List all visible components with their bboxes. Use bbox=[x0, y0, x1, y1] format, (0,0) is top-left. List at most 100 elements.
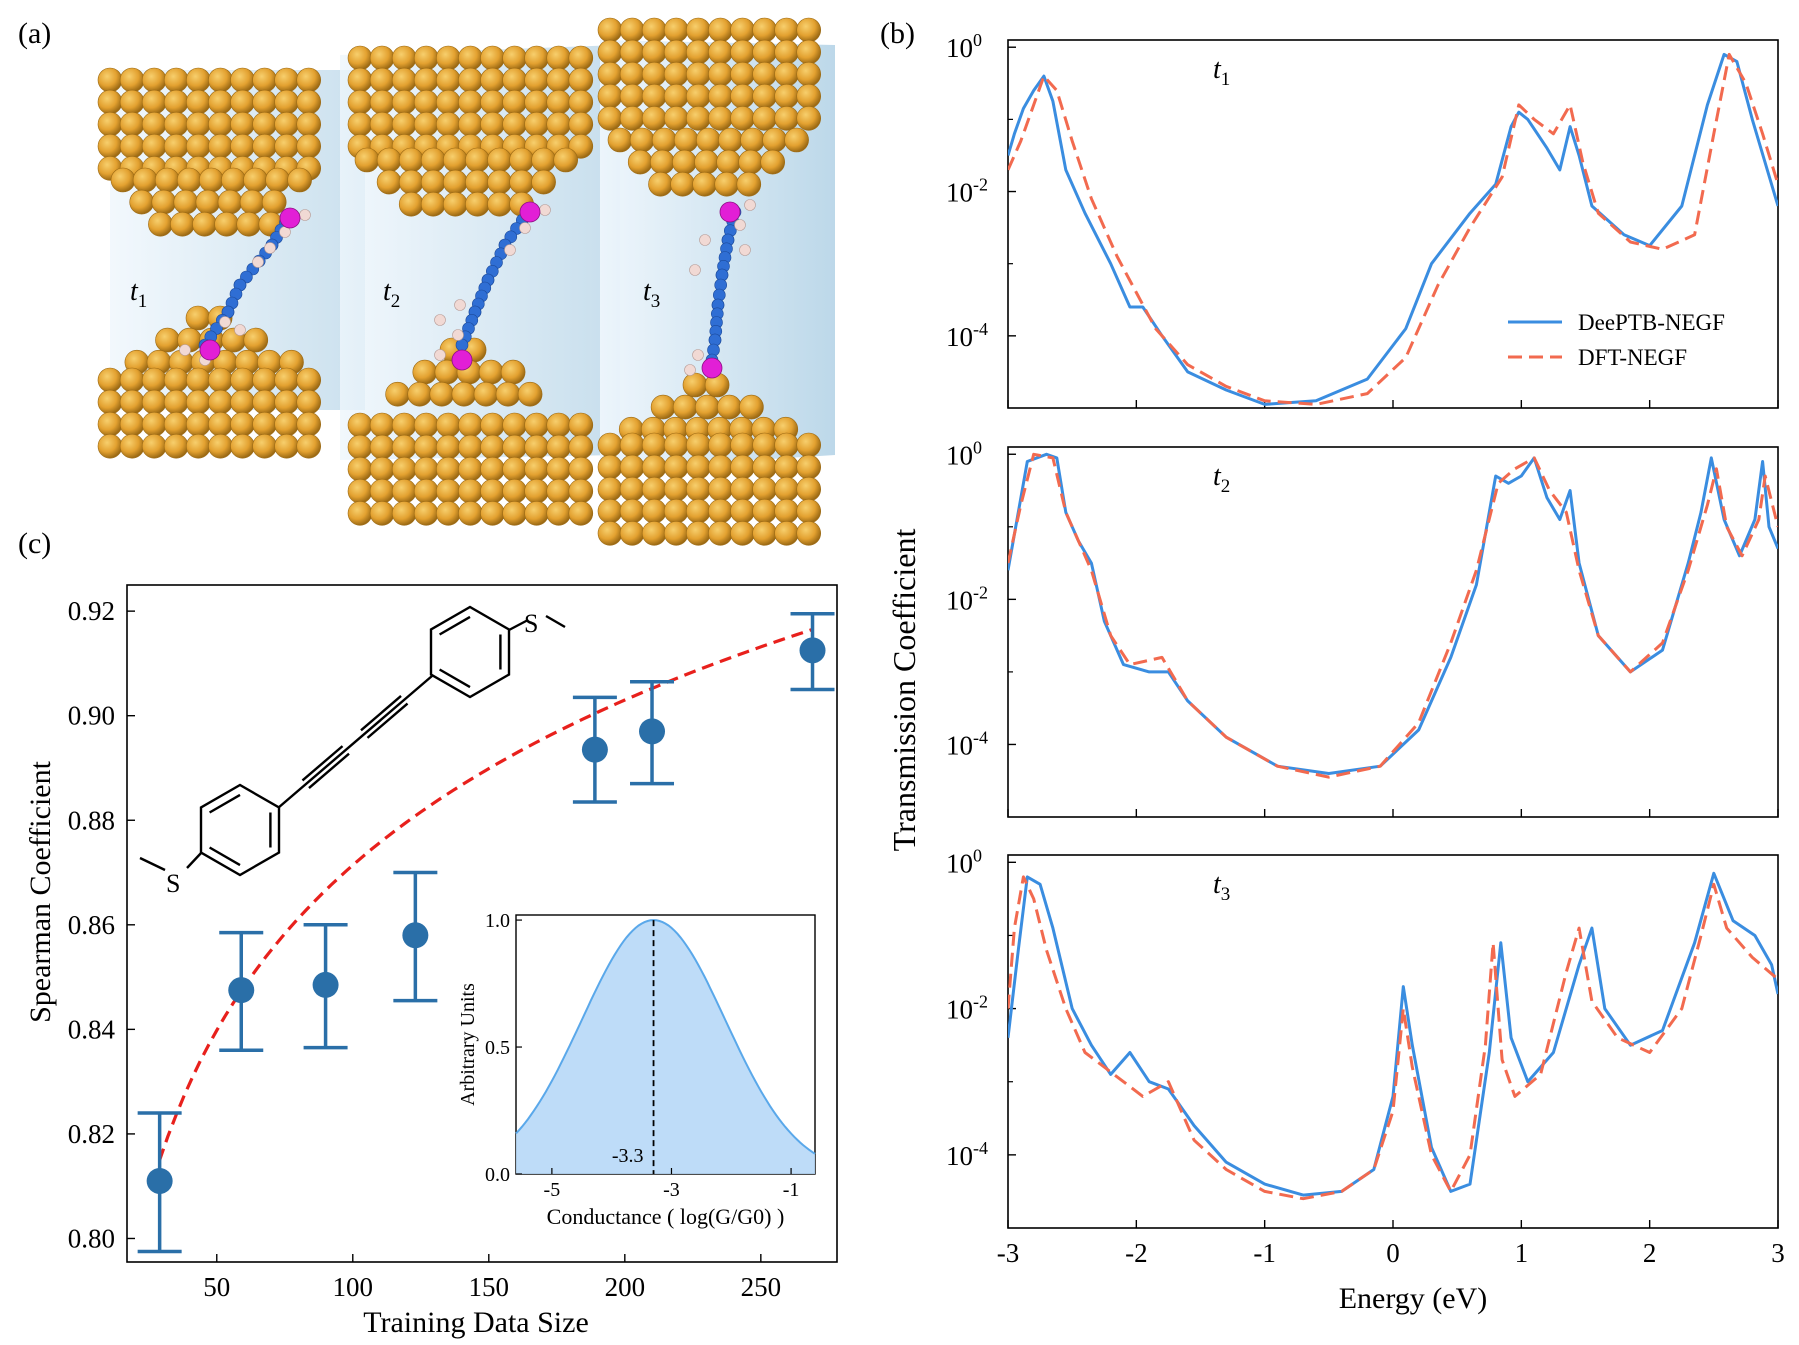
gold-tip bbox=[607, 127, 809, 197]
gold-atom bbox=[716, 149, 741, 175]
inset-x-label: Conductance ( log(G/G0) ) bbox=[547, 1204, 785, 1229]
x-tick-label: -2 bbox=[1125, 1238, 1148, 1268]
series-deeptb-negf bbox=[1008, 452, 1778, 775]
gold-atom bbox=[236, 211, 261, 237]
gold-atom bbox=[119, 367, 145, 393]
panel-b-label: (b) bbox=[880, 17, 915, 50]
gold-atom bbox=[641, 454, 667, 480]
y-tick-label: 0.92 bbox=[68, 596, 115, 626]
y-tick-label: 10-2 bbox=[946, 175, 988, 208]
panel-c-spearman: (c) Spearman Coefficient Training Data S… bbox=[18, 527, 838, 1339]
gold-atom bbox=[796, 39, 822, 65]
inset-y-label: Arbitrary Units bbox=[457, 983, 479, 1106]
gold-atom bbox=[685, 83, 711, 109]
gold-atom bbox=[163, 367, 189, 393]
gold-atom bbox=[296, 433, 322, 459]
gold-atom bbox=[347, 67, 373, 93]
gold-atom bbox=[524, 67, 549, 93]
gold-atom bbox=[239, 189, 265, 215]
gold-atom bbox=[752, 83, 777, 109]
gold-atom bbox=[546, 67, 572, 93]
gold-atom bbox=[265, 167, 290, 193]
gold-atom bbox=[369, 111, 395, 137]
gold-atom bbox=[597, 432, 623, 458]
gold-atom bbox=[627, 149, 653, 175]
plot-frame bbox=[126, 584, 838, 1263]
gold-atom bbox=[685, 17, 711, 43]
gold-atom bbox=[208, 111, 233, 137]
gold-atom bbox=[435, 434, 461, 460]
triple-bond-line bbox=[366, 702, 409, 739]
gold-atom bbox=[119, 433, 145, 459]
x-tick-label: 250 bbox=[741, 1272, 782, 1302]
gold-atom bbox=[442, 147, 468, 173]
gold-tip bbox=[110, 167, 312, 237]
gold-atom bbox=[663, 61, 689, 87]
gold-atom bbox=[774, 106, 799, 131]
gold-atom bbox=[376, 147, 402, 173]
gold-atom bbox=[670, 171, 695, 197]
gold-atom bbox=[774, 17, 799, 43]
gold-atom bbox=[347, 500, 373, 526]
gold-atom bbox=[208, 367, 233, 393]
gold-atom bbox=[97, 89, 123, 115]
gold-atom bbox=[217, 189, 243, 215]
gold-atom bbox=[739, 394, 764, 420]
gold-atom bbox=[186, 367, 211, 393]
gold-atom bbox=[694, 394, 720, 420]
gold-atom bbox=[391, 111, 417, 137]
gold-atom bbox=[619, 498, 645, 524]
gold-atom bbox=[796, 520, 822, 546]
gold-atom bbox=[673, 127, 699, 153]
gold-atom bbox=[369, 412, 395, 438]
marker bbox=[146, 1167, 173, 1194]
gold-atom bbox=[347, 412, 373, 438]
gold-atom bbox=[274, 67, 299, 93]
y-tick-label: 10-2 bbox=[946, 992, 988, 1025]
gold-atom bbox=[774, 83, 799, 109]
gold-atom bbox=[480, 111, 505, 137]
gold-atom bbox=[495, 381, 521, 407]
gold-atom bbox=[163, 433, 189, 459]
legend-label: DFT-NEGF bbox=[1578, 345, 1687, 370]
gold-atom bbox=[708, 61, 733, 87]
sulfur-atom bbox=[719, 201, 741, 223]
gold-atom bbox=[391, 478, 417, 504]
gold-atom bbox=[730, 39, 755, 65]
gold-atom bbox=[524, 500, 549, 526]
gold-atom bbox=[97, 433, 123, 459]
gold-electrode bbox=[97, 67, 322, 181]
series-dft-negf bbox=[1008, 52, 1778, 406]
gold-atom bbox=[619, 106, 645, 131]
transmission-subplot-t3: 100 10-2 10-4 -3 -2 -1 0 1 2 3 t3 bbox=[946, 845, 1785, 1268]
inset-x-tick-label: -5 bbox=[544, 1179, 561, 1201]
gold-atom bbox=[672, 149, 697, 175]
x-tick-label: -3 bbox=[997, 1238, 1020, 1268]
sulfur-atom bbox=[279, 207, 301, 229]
hydrogen-atom bbox=[692, 349, 704, 361]
sulfur-label-bottom: S bbox=[166, 869, 180, 898]
gold-atom bbox=[641, 61, 667, 87]
aromatic-bond bbox=[208, 846, 241, 867]
alkyne-chain bbox=[277, 675, 433, 809]
hydrogen-atom bbox=[689, 264, 701, 276]
hydrogen-atom bbox=[734, 219, 746, 231]
marker bbox=[402, 922, 429, 949]
gold-atom bbox=[208, 67, 233, 93]
gold-atom bbox=[752, 454, 777, 480]
gold-atom bbox=[694, 149, 719, 175]
y-tick-label: 100 bbox=[946, 437, 982, 470]
panel-b-transmission: (b) Transmission Coefficient Energy (eV)… bbox=[880, 17, 1785, 1315]
x-tick-label: 3 bbox=[1771, 1238, 1785, 1268]
gold-atom bbox=[487, 191, 512, 217]
hydrogen-atom bbox=[179, 344, 191, 356]
hydrogen-atom bbox=[434, 314, 446, 326]
gold-atom bbox=[186, 111, 211, 137]
gold-atom bbox=[641, 83, 667, 109]
hydrogen-atom bbox=[744, 199, 756, 211]
gold-atom bbox=[796, 498, 822, 524]
gold-atom bbox=[478, 359, 504, 385]
gold-atom bbox=[619, 454, 645, 480]
gold-atom bbox=[110, 167, 136, 193]
gold-atom bbox=[663, 520, 689, 546]
